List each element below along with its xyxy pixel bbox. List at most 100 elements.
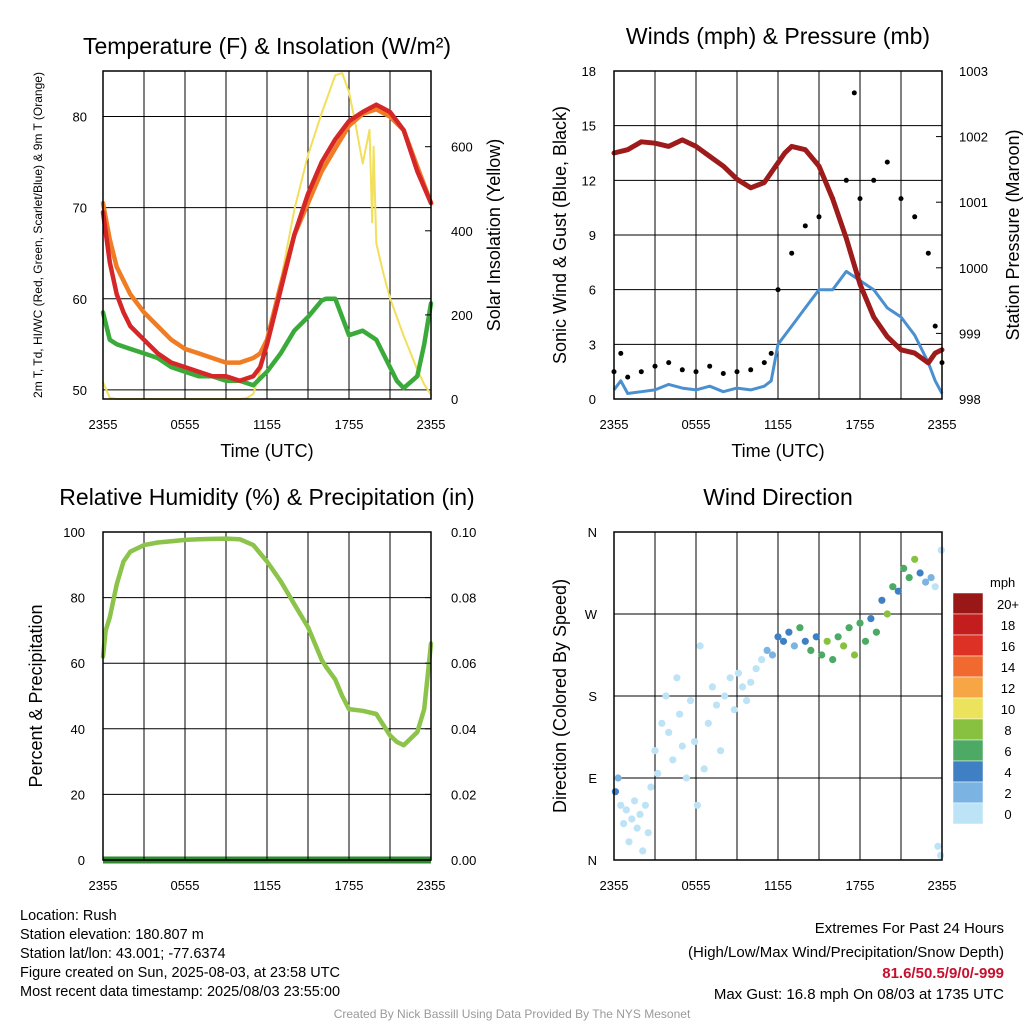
chart-title: Winds (mph) & Pressure (mb) [626,23,930,49]
direction-point [878,596,886,604]
plot-frame [613,531,943,861]
direction-point [700,765,708,773]
direction-point [743,697,751,705]
series-line-2m-t [100,102,434,384]
direction-point [801,637,809,645]
y2-tick-label: 200 [451,308,473,323]
direction-point [622,806,630,814]
direction-point [730,706,738,714]
direction-point [905,574,913,582]
direction-point [861,637,870,645]
direction-point [625,838,633,846]
latlon-text: Station lat/lon: 43.001; -77.6374 [20,946,226,962]
direction-point [654,769,662,778]
y-tick-label: 9 [589,228,596,243]
x-tick-label: 0555 [682,878,711,893]
legend-swatch [952,802,984,825]
direction-point [721,692,729,700]
direction-point [829,656,837,664]
direction-point [669,756,677,764]
direction-point [785,628,793,636]
series-line-9m-t [100,107,434,365]
legend-label: 20+ [997,597,1019,612]
direction-point [620,820,628,828]
y-tick-label: 15 [582,119,596,134]
gust-point [693,369,699,375]
legend-label: 18 [1001,618,1015,633]
gust-point [925,250,931,256]
direction-point [641,801,650,809]
plot-frame [102,531,432,861]
y-tick-label: 18 [582,64,596,79]
legend-swatch [952,739,984,762]
legend-swatch [952,613,984,636]
direction-point [931,583,939,591]
y-tick-label: N [588,853,597,868]
direction-point [763,646,771,655]
direction-point [774,633,782,641]
direction-point [628,815,636,823]
y-axis-label: 2m T, Td, HI/WC (Red, Green, Scarlet/Blu… [31,72,45,398]
x-tick-label: 2355 [928,417,957,432]
direction-point [834,633,842,641]
direction-point [922,578,930,586]
direction-point [686,697,695,705]
gust-point [789,250,795,256]
gust-point [871,177,877,183]
direction-point [662,692,670,700]
x-tick-label: 1755 [335,417,364,432]
y-tick-label: 50 [73,383,87,398]
legend-swatch [952,781,984,804]
x-tick-label: 1155 [253,417,281,432]
direction-point [696,642,704,650]
gust-point [816,214,822,220]
legend-label: 14 [1001,660,1015,675]
y2-tick-label: 600 [451,140,473,155]
gust-point [625,374,631,380]
direction-point [889,583,897,591]
chart-title: Wind Direction [703,484,853,510]
max-gust-text: Max Gust: 16.8 mph On 08/03 at 1735 UTC [713,986,1004,1003]
direction-point [633,824,641,832]
legend-swatch [952,655,984,678]
direction-point [717,747,725,755]
gust-point [802,223,808,229]
y-tick-label: 80 [73,110,87,125]
station-info: Location: Rush Station elevation: 180.80… [20,907,340,1002]
direction-point [916,569,924,577]
latest-text: Most recent data timestamp: 2025/08/03 2… [20,984,341,1000]
direction-point [845,624,853,632]
direction-point [676,710,684,718]
y2-tick-label: 1003 [959,64,988,79]
direction-point [779,637,788,645]
direction-point [691,738,699,746]
legend-label: 0 [1004,807,1011,822]
y-tick-label: 80 [71,591,85,606]
direction-point [630,797,639,805]
legend-label: 4 [1004,765,1011,780]
x-tick-label: 2355 [89,417,118,432]
direction-point [726,674,734,682]
extremes-box: Extremes For Past 24 Hours (High/Low/Max… [688,918,1004,1005]
gust-point [768,350,774,356]
y-tick-label: 12 [582,173,596,188]
direction-point [894,587,902,595]
legend-swatch [952,760,984,783]
legend-label: 2 [1004,786,1011,801]
direction-point [747,678,755,686]
y2-axis-label: Solar Insolation (Yellow) [484,139,504,331]
direction-point [617,801,625,809]
direction-point [611,788,620,796]
y-tick-label: E [588,771,597,786]
y2-tick-label: 0.04 [451,722,476,737]
y2-axis-label: Station Pressure (Maroon) [1003,129,1023,340]
x-tick-label: 2355 [89,878,118,893]
direction-point [639,847,647,855]
gust-point [857,196,863,202]
direction-point [644,829,652,837]
direction-point [704,719,712,727]
direction-point [823,637,831,645]
plot-frame [102,70,432,400]
direction-point [682,774,691,782]
